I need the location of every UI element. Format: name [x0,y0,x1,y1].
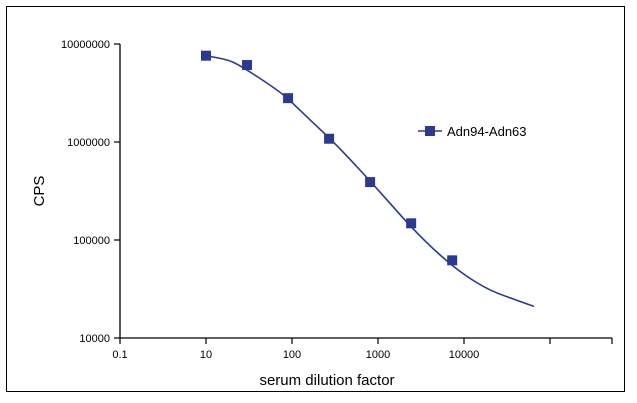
data-point [242,60,253,71]
data-point [324,133,335,144]
data-point [283,93,294,104]
y-axis-label: CPS [31,176,48,207]
data-point [447,255,458,266]
data-points [201,50,458,266]
x-tick-label: 100 [283,349,301,361]
x-ticks: 0.1 10 100 1000 10000 [112,338,613,361]
legend-marker [425,126,435,136]
legend: Adn94-Adn63 [418,124,527,139]
legend-label: Adn94-Adn63 [447,124,527,139]
x-tick-label: 10 [200,349,212,361]
chart-frame [6,6,625,392]
y-ticks: 10000 100000 1000000 10000000 [61,39,120,345]
axes [119,44,612,339]
y-tick-label: 10000 [79,333,110,345]
data-point [201,50,211,61]
x-tick-label: 0.1 [112,349,127,361]
data-point [365,177,376,188]
x-axis-label: serum dilution factor [259,372,394,389]
y-tick-label: 1000000 [67,137,110,149]
data-point [406,218,417,229]
x-tick-label: 10000 [449,349,480,361]
x-tick-label: 1000 [366,349,390,361]
y-tick-label: 100000 [73,235,110,247]
y-tick-label: 10000000 [61,39,110,51]
